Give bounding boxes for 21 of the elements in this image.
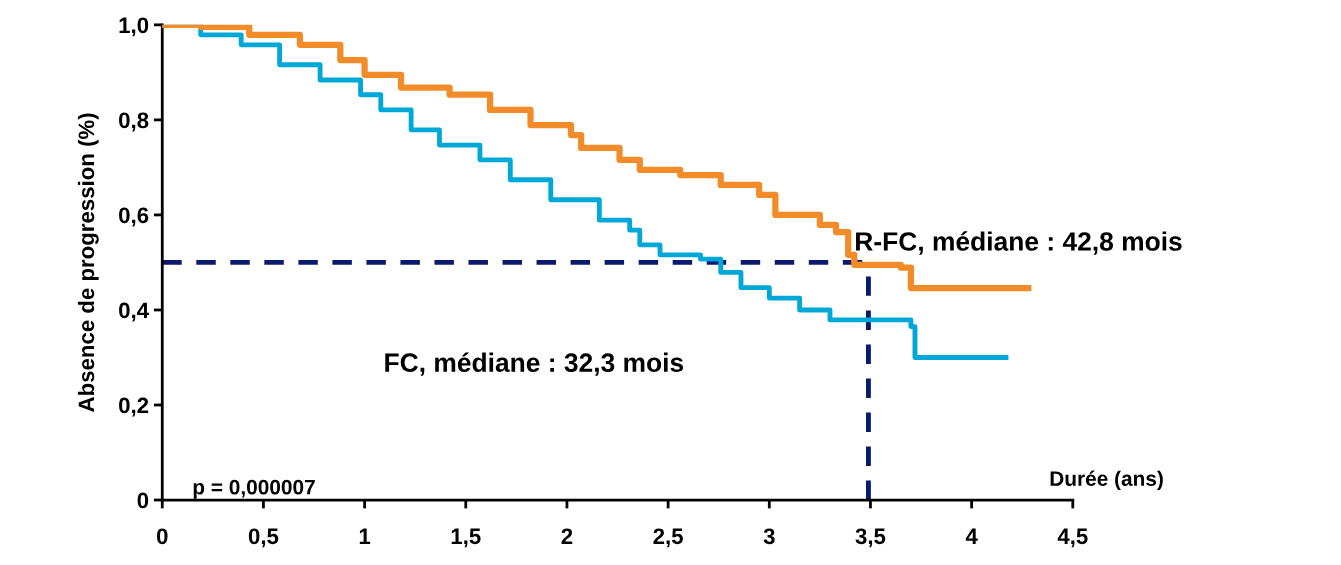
annotation: FC, médiane : 32,3 mois (385, 352, 684, 376)
y-axis-title: Absence de progression (%) (77, 113, 99, 412)
x-tick-label: 0 (156, 528, 168, 545)
x-tick-label: 3 (763, 528, 775, 545)
y-tick-label: 0 (137, 492, 149, 509)
x-tick-label: 2 (561, 528, 573, 544)
annotation: R-FC, médiane : 42,8 mois (856, 231, 1182, 255)
y-tick-label: 0,4 (119, 302, 149, 322)
y-tick-label: 0,2 (119, 397, 149, 417)
x-tick-label: 3,5 (855, 528, 886, 548)
y-tick-label: 0,6 (119, 207, 149, 227)
x-tick-label: 0,5 (248, 528, 279, 548)
y-tick-label: 1,0 (119, 17, 149, 37)
x-axis-title: Durée (ans) (1050, 470, 1163, 491)
x-tick-label: 2,5 (653, 528, 683, 548)
x-tick-label: 1 (359, 528, 371, 544)
x-tick-label: 1,5 (451, 528, 481, 548)
x-tick-label: 4 (965, 528, 978, 544)
annotation: p = 0,000007 (193, 479, 315, 499)
x-tick-label: 4,5 (1057, 528, 1088, 548)
y-tick-label: 0,8 (119, 112, 149, 132)
